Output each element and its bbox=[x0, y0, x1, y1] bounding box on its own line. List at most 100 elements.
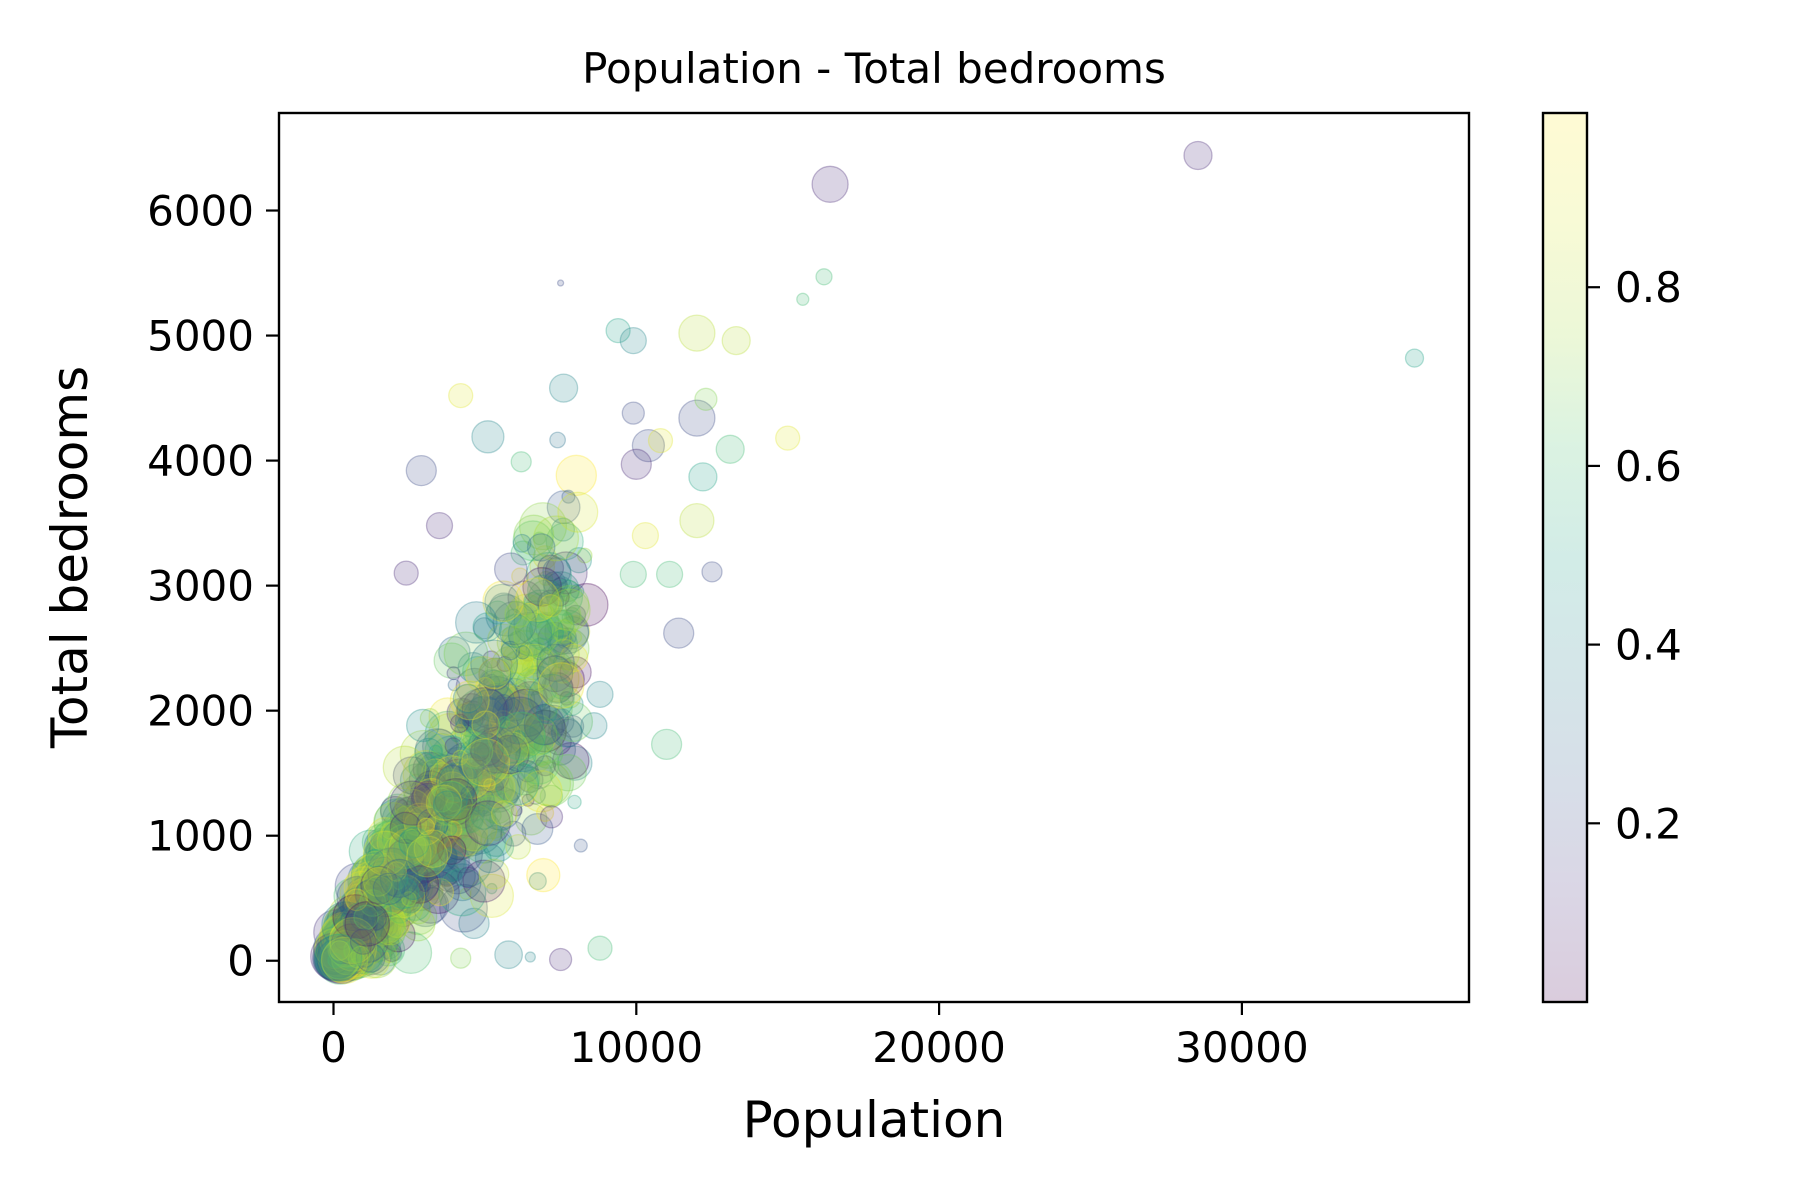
scatter-point bbox=[320, 935, 351, 966]
scatter-point bbox=[373, 798, 423, 848]
scatter-point bbox=[398, 826, 431, 859]
scatter-point bbox=[464, 800, 511, 847]
scatter-point bbox=[326, 929, 365, 969]
scatter-point bbox=[351, 911, 371, 931]
scatter-point bbox=[400, 823, 421, 844]
scatter-point bbox=[412, 842, 446, 876]
scatter-point bbox=[376, 820, 422, 865]
y-tick-label: 3000 bbox=[147, 562, 254, 611]
scatter-point bbox=[367, 817, 404, 853]
scatter-point bbox=[342, 880, 391, 929]
scatter-point bbox=[550, 517, 576, 542]
x-axis-label: Population bbox=[743, 1091, 1006, 1149]
scatter-point bbox=[537, 554, 565, 582]
scatter-point bbox=[362, 866, 393, 897]
scatter-point bbox=[513, 600, 560, 647]
scatter-point bbox=[559, 687, 581, 709]
scatter-point bbox=[344, 918, 375, 950]
scatter-point bbox=[347, 856, 396, 905]
scatter-point bbox=[323, 903, 369, 948]
scatter-point bbox=[529, 687, 554, 711]
scatter-point bbox=[526, 709, 563, 747]
scatter-point bbox=[523, 703, 566, 746]
scatter-point bbox=[498, 613, 534, 649]
scatter-point bbox=[383, 914, 402, 933]
scatter-point bbox=[405, 708, 440, 743]
scatter-point bbox=[337, 922, 367, 952]
scatter-point bbox=[413, 829, 453, 869]
scatter-point bbox=[319, 927, 359, 968]
scatter-point bbox=[412, 856, 431, 876]
scatter-point bbox=[442, 821, 458, 837]
scatter-point bbox=[404, 842, 429, 866]
scatter-point bbox=[333, 923, 372, 963]
scatter-point bbox=[678, 314, 716, 352]
scatter-point bbox=[356, 897, 379, 921]
scatter-point bbox=[459, 705, 509, 755]
scatter-point bbox=[372, 869, 388, 885]
scatter-point bbox=[437, 776, 471, 810]
scatter-point bbox=[663, 617, 695, 649]
scatter-point bbox=[462, 709, 484, 732]
scatter-point bbox=[349, 876, 389, 917]
y-tick-label: 6000 bbox=[147, 187, 254, 236]
scatter-point bbox=[502, 642, 534, 674]
scatter-point bbox=[522, 743, 536, 757]
scatter-point bbox=[383, 864, 404, 885]
scatter-point bbox=[332, 935, 356, 959]
scatter-point bbox=[351, 916, 380, 945]
scatter-point bbox=[434, 829, 449, 845]
scatter-point bbox=[423, 884, 444, 905]
scatter-point bbox=[336, 933, 373, 970]
scatter-point bbox=[796, 292, 810, 306]
scatter-point bbox=[509, 630, 526, 648]
scatter-point bbox=[321, 919, 357, 954]
scatter-point bbox=[335, 925, 363, 953]
scatter-point bbox=[335, 932, 355, 952]
scatter-point bbox=[349, 898, 386, 934]
scatter-point bbox=[401, 854, 432, 885]
scatter-point bbox=[423, 799, 441, 816]
scatter-point bbox=[331, 903, 370, 942]
scatter-point bbox=[344, 905, 367, 929]
scatter-point bbox=[430, 779, 478, 827]
scatter-point bbox=[477, 786, 523, 831]
scatter-point bbox=[462, 859, 506, 903]
scatter-point bbox=[467, 781, 497, 811]
scatter-point bbox=[561, 714, 585, 738]
scatter-point bbox=[445, 796, 462, 813]
scatter-point bbox=[455, 703, 471, 719]
scatter-point bbox=[375, 862, 405, 892]
scatter-point bbox=[371, 882, 392, 903]
scatter-point bbox=[458, 777, 475, 793]
scatter-point bbox=[483, 720, 509, 747]
scatter-point bbox=[427, 841, 458, 872]
scatter-point bbox=[538, 704, 569, 736]
scatter-point bbox=[376, 851, 419, 894]
scatter-point bbox=[472, 742, 507, 777]
scatter-point bbox=[515, 657, 536, 678]
scatter-point bbox=[478, 657, 511, 690]
scatter-point bbox=[462, 655, 493, 687]
scatter-point bbox=[328, 894, 368, 934]
scatter-point bbox=[457, 809, 503, 855]
scatter-point bbox=[316, 924, 362, 971]
scatter-point bbox=[487, 623, 521, 657]
scatter-point bbox=[328, 936, 356, 964]
scatter-point bbox=[537, 662, 585, 709]
scatter-point bbox=[350, 938, 371, 960]
scatter-point bbox=[526, 659, 542, 675]
scatter-point bbox=[401, 822, 434, 855]
scatter-point bbox=[369, 873, 417, 921]
scatter-point bbox=[310, 932, 358, 981]
scatter-point bbox=[522, 648, 544, 670]
scatter-point bbox=[439, 755, 474, 790]
scatter-point bbox=[525, 613, 564, 652]
scatter-point bbox=[401, 844, 416, 859]
scatter-point bbox=[366, 898, 411, 942]
scatter-point bbox=[459, 887, 472, 900]
scatter-point bbox=[512, 520, 554, 562]
scatter-point bbox=[811, 165, 849, 203]
scatter-point bbox=[408, 761, 446, 798]
scatter-point bbox=[486, 882, 498, 895]
